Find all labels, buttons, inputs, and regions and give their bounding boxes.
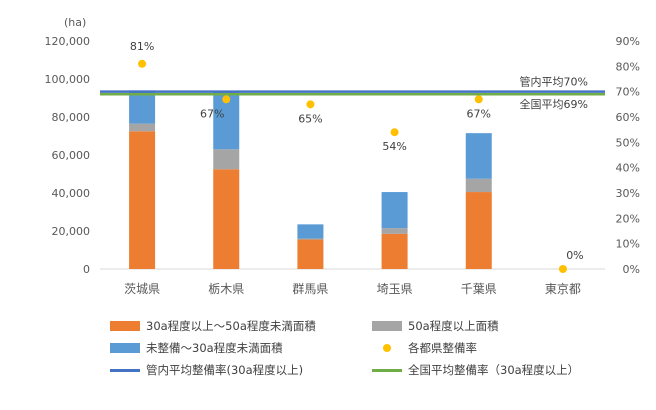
legend-label: 50a程度以上面積 (408, 319, 499, 333)
y2-tick-label: 40% (616, 162, 640, 175)
rate-point (306, 100, 315, 109)
legend-label: 未整備～30a程度未満面積 (146, 341, 283, 355)
bar-segment (381, 192, 408, 229)
y-tick-label: 80,000 (52, 111, 91, 124)
y2-tick-label: 90% (616, 35, 640, 48)
rate-point (558, 265, 567, 273)
legend-label: 全国平均整備率（30a程度以上） (408, 363, 580, 377)
bar-segment (129, 90, 156, 124)
rate-label: 67% (467, 107, 491, 120)
bar-segment (297, 238, 324, 240)
rate-point (474, 95, 483, 104)
bar-segment (297, 224, 324, 239)
reference-lines: 管内平均70% 全国平均69% (100, 75, 605, 111)
rate-point (138, 59, 147, 68)
legend-swatch-gray (372, 321, 402, 331)
bar-segment (381, 228, 408, 234)
legend-swatch-blue (110, 343, 140, 353)
x-axis: 茨城県 栃木県 群馬県 埼玉県 千葉県 東京都 (124, 282, 581, 296)
legend-swatch-navy-line (110, 368, 140, 372)
legend-swatch-dot (372, 343, 402, 353)
y2-tick-label: 0% (623, 263, 640, 276)
bar-segment (213, 169, 240, 269)
bar-segment (129, 131, 156, 269)
y-tick-label: 40,000 (52, 187, 91, 200)
legend-label: 30a程度以上～50a程度未満面積 (146, 319, 316, 333)
y-tick-label: 60,000 (52, 149, 91, 162)
y-axis: 0 20,000 40,000 60,000 80,000 100,000 120,000 (45, 35, 91, 276)
reference-annotation: 管内平均70% (520, 75, 588, 89)
y2-tick-label: 20% (616, 212, 640, 225)
y2-tick-label: 10% (616, 238, 640, 251)
bar-segment (465, 192, 492, 269)
legend-item-rate: 各都県整備率 (372, 340, 477, 356)
category-label: 茨城県 (124, 282, 160, 296)
legend-swatch-orange (110, 321, 140, 331)
rate-label: 54% (382, 140, 406, 153)
y2-tick-label: 60% (616, 111, 640, 124)
y2-axis: 0% 10% 20% 30% 40% 50% 60% 70% 80% 90% (616, 35, 640, 276)
y2-tick-label: 70% (616, 86, 640, 99)
category-label: 埼玉県 (377, 282, 413, 296)
legend-item-blue: 未整備～30a程度未満面積 (110, 340, 283, 356)
bars (100, 90, 605, 270)
rate-label: 65% (298, 112, 322, 125)
legend-swatch-green-line (372, 368, 402, 372)
y2-tick-label: 30% (616, 187, 640, 200)
category-label: 東京都 (545, 282, 581, 296)
rate-label: 67% (200, 107, 224, 120)
category-label: 千葉県 (461, 282, 497, 296)
y-tick-label: 0 (83, 263, 90, 276)
rate-label: 0% (566, 249, 583, 262)
bar-segment (129, 123, 156, 132)
legend-label: 各都県整備率 (408, 341, 477, 355)
y-tick-label: 120,000 (45, 35, 91, 48)
legend-label: 管内平均整備率(30a程度以上) (146, 363, 304, 377)
bar-segment (465, 133, 492, 179)
legend-item-gray: 50a程度以上面積 (372, 318, 499, 334)
y2-tick-label: 50% (616, 136, 640, 149)
rate-points: 81% 67% 65% 54% 67% 0% (130, 40, 584, 273)
y-tick-label: 20,000 (52, 225, 91, 238)
y-tick-label: 100,000 (45, 73, 91, 86)
bar-segment (381, 233, 408, 269)
rate-point (222, 95, 231, 104)
y-unit-label: (ha) (64, 16, 86, 29)
legend-item-kannai: 管内平均整備率(30a程度以上) (110, 362, 303, 378)
y2-tick-label: 80% (616, 60, 640, 73)
bar-segment (465, 178, 492, 193)
reference-annotation: 全国平均69% (520, 97, 588, 111)
legend-item-zenkoku: 全国平均整備率（30a程度以上） (372, 362, 579, 378)
category-label: 栃木県 (208, 282, 244, 296)
rate-point (390, 128, 399, 137)
bar-segment (297, 239, 324, 269)
legend-item-orange: 30a程度以上～50a程度未満面積 (110, 318, 316, 334)
category-label: 群馬県 (292, 282, 328, 296)
bar-segment (213, 149, 240, 170)
rate-label: 81% (130, 40, 154, 53)
